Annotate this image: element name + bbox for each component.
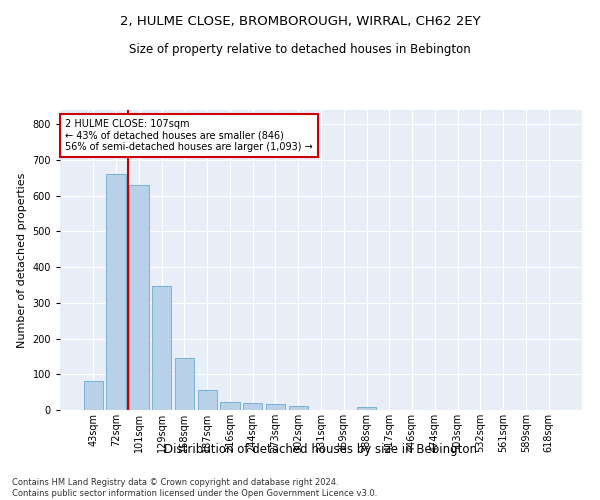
Text: Size of property relative to detached houses in Bebington: Size of property relative to detached ho… [129,42,471,56]
Bar [106,174,126,410]
Bar [197,390,217,410]
Text: Contains HM Land Registry data © Crown copyright and database right 2024.
Contai: Contains HM Land Registry data © Crown c… [12,478,377,498]
Bar [289,406,308,410]
Bar [266,404,285,410]
Bar [129,185,149,410]
Text: 2, HULME CLOSE, BROMBOROUGH, WIRRAL, CH62 2EY: 2, HULME CLOSE, BROMBOROUGH, WIRRAL, CH6… [119,15,481,28]
Bar [220,402,239,410]
Y-axis label: Number of detached properties: Number of detached properties [17,172,27,348]
Bar [84,380,103,410]
Bar [175,358,194,410]
Text: Distribution of detached houses by size in Bebington: Distribution of detached houses by size … [164,442,478,456]
Bar [152,286,172,410]
Text: 2 HULME CLOSE: 107sqm
← 43% of detached houses are smaller (846)
56% of semi-det: 2 HULME CLOSE: 107sqm ← 43% of detached … [65,119,313,152]
Bar [357,407,376,410]
Bar [243,403,262,410]
